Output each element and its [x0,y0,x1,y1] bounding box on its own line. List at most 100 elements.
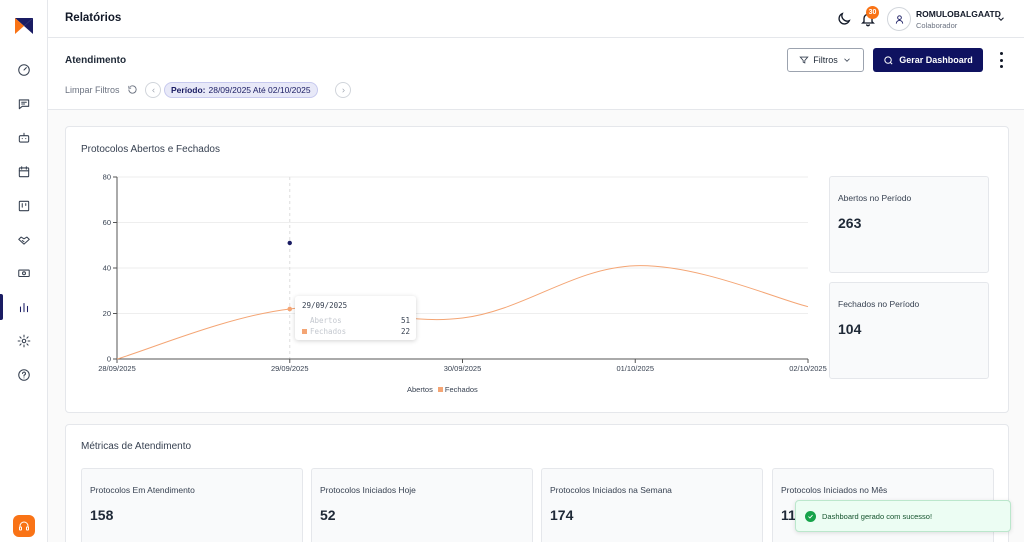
metric-label: Protocolos Iniciados Hoje [320,485,416,495]
tooltip-date: 29/09/2025 [302,301,348,310]
metric-label: Protocolos Em Atendimento [90,485,195,495]
user-name[interactable]: ROMULOBALGAATD [916,9,1001,19]
tooltip-label: Abertos [310,316,342,325]
y-tick-label: 0 [107,355,111,364]
tooltip-value: 51 [400,316,410,325]
y-tick-label: 80 [103,173,111,182]
legend-item-opened[interactable]: Abertos [407,385,433,394]
chevron-down-icon [843,58,850,62]
stat-opened-label: Abertos no Período [838,193,912,203]
chevron-down-icon[interactable] [996,14,1006,24]
metrics-title: Métricas de Atendimento [81,441,192,452]
chart-title: Protocolos Abertos e Fechados [81,144,220,155]
check-circle-icon [805,510,816,522]
notification-badge: 30 [866,6,879,19]
x-tick-label: 30/09/2025 [444,364,482,373]
top-header: Relatórios 30 ROMULOBALGAATD Colaborador [48,0,1024,38]
chevron-left-icon [151,88,155,92]
search-icon [884,55,893,65]
period-chip[interactable]: Período: 28/09/2025 Até 02/10/2025 [164,82,318,98]
success-toast[interactable]: Dashboard gerado com sucesso! [795,500,1011,532]
stat-opened-value: 263 [838,215,862,231]
filters-label: Filtros [813,55,838,65]
clear-filters-link[interactable]: Limpar Filtros [65,85,120,95]
y-tick-label: 40 [103,264,111,273]
period-prefix: Período: [171,85,206,95]
tooltip-row-opened: Abertos 51 [302,316,410,325]
sidebar-item-bots[interactable] [0,123,48,153]
metric-started-today: Protocolos Iniciados Hoje 52 [311,468,533,542]
chart-bar-icon [19,302,29,313]
sidebar-item-finance[interactable] [0,258,48,288]
y-tick-label: 20 [103,309,111,318]
calendar-icon [18,166,30,178]
previous-period-button[interactable] [145,82,161,98]
data-point [287,306,293,312]
sidebar [0,0,48,542]
refresh-icon[interactable] [127,84,138,95]
metric-value: 174 [550,507,574,523]
metric-value: 52 [320,507,336,523]
sidebar-item-deals[interactable] [0,225,48,255]
sidebar-item-help[interactable] [0,360,48,390]
metric-label: Protocolos Iniciados no Mês [781,485,888,495]
tooltip-label: Fechados [310,327,347,336]
metric-label: Protocolos Iniciados na Semana [550,485,672,495]
chevron-right-icon [341,88,345,92]
legend-swatch [437,387,443,392]
sidebar-item-kanban[interactable] [0,191,48,221]
chat-icon [18,99,30,110]
y-tick-label: 60 [103,218,111,227]
chart-tooltip: 29/09/2025 Abertos 51 Fechados 22 [295,296,416,340]
user-role: Colaborador [916,21,958,30]
kanban-icon [18,200,30,212]
next-period-button[interactable] [335,82,351,98]
gauge-icon [18,64,30,76]
metric-started-week: Protocolos Iniciados na Semana 174 [541,468,763,542]
stat-opened: Abertos no Período 263 [829,176,989,273]
bot-icon [18,132,30,143]
x-tick-label: 28/09/2025 [98,364,136,373]
toast-message: Dashboard gerado com sucesso! [822,511,933,521]
stat-closed: Fechados no Período 104 [829,282,989,379]
metric-value: 158 [90,507,114,523]
x-tick-label: 29/09/2025 [271,364,309,373]
x-tick-label: 01/10/2025 [616,364,654,373]
sidebar-item-settings[interactable] [0,326,48,356]
sidebar-item-dashboard[interactable] [0,55,48,85]
series-line [116,265,809,360]
headset-icon [19,521,29,531]
generate-dashboard-button[interactable]: Gerar Dashboard [873,48,983,72]
tooltip-value: 22 [400,327,410,336]
sidebar-item-chat[interactable] [0,89,48,119]
sidebar-item-calendar[interactable] [0,157,48,187]
user-icon [895,14,903,24]
tooltip-row-closed: Fechados 22 [302,327,410,336]
sidebar-item-reports[interactable] [0,292,48,322]
stat-closed-label: Fechados no Período [838,299,920,309]
avatar[interactable] [887,7,911,31]
data-point [287,240,292,246]
support-button[interactable] [13,515,35,537]
legend-swatch [302,329,307,334]
section-title: Atendimento [65,55,127,66]
stat-closed-value: 104 [838,321,862,337]
more-options-icon[interactable] [998,52,1004,68]
legend-item-closed[interactable]: Fechados [437,385,478,394]
brand-logo-icon[interactable] [14,16,34,36]
filter-icon [799,56,809,64]
chart-card: Protocolos Abertos e Fechados Abertos no… [65,126,1009,413]
metric-in-service: Protocolos Em Atendimento 158 [81,468,303,542]
handshake-icon [18,236,30,245]
generate-dashboard-label: Gerar Dashboard [899,55,973,65]
gear-icon [17,334,31,348]
filters-button[interactable]: Filtros [787,48,864,72]
legend-label-closed: Fechados [444,385,478,394]
report-toolbar: Atendimento Filtros Gerar Dashboard Limp… [48,38,1024,110]
moon-icon[interactable] [836,11,852,27]
period-value: 28/09/2025 Até 02/10/2025 [208,85,311,95]
chart-legend: Abertos Fechados [407,385,478,394]
x-tick-label: 02/10/2025 [789,364,827,373]
money-icon [18,269,30,278]
